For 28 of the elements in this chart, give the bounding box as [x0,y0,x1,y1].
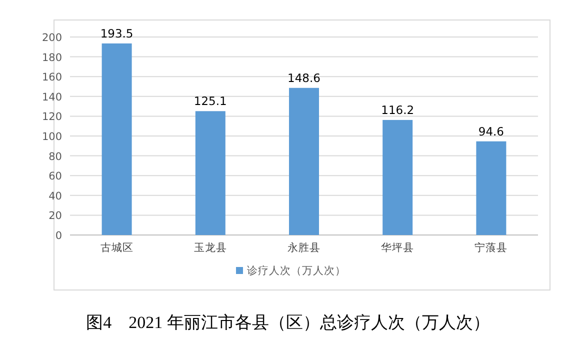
bar [102,43,132,235]
y-tick-label: 100 [42,131,62,143]
x-tick-label: 华坪县 [381,242,414,254]
data-label: 116.2 [381,102,414,117]
y-tick-label: 40 [48,190,62,202]
y-tick-label: 20 [48,210,62,222]
y-tick-label: 120 [42,111,62,124]
legend-label: 诊疗人次（万人次） [247,264,346,277]
y-tick-label: 180 [42,52,62,64]
data-label: 125.1 [194,94,227,108]
x-tick-label: 永胜县 [288,241,320,254]
y-tick-label: 160 [42,72,62,84]
y-tick-label: 200 [42,32,62,44]
y-tick-label: 0 [55,230,62,242]
bar [289,88,319,235]
y-tick-label: 80 [48,150,62,163]
x-tick-label: 玉龙县 [194,241,227,254]
bar [476,141,506,235]
x-tick-label: 古城区 [100,241,134,254]
x-tick-label: 宁蒗县 [474,241,508,254]
data-label: 94.6 [478,124,504,138]
bar [382,120,413,235]
text: 图4 2021 年丽江市各县（区）总诊疗人次（万人次） [86,313,490,332]
bar [195,111,226,235]
y-tick-label: 60 [48,170,62,183]
data-label: 193.5 [100,26,134,40]
data-label: 148.6 [288,70,320,85]
y-tick-label: 140 [42,91,62,104]
